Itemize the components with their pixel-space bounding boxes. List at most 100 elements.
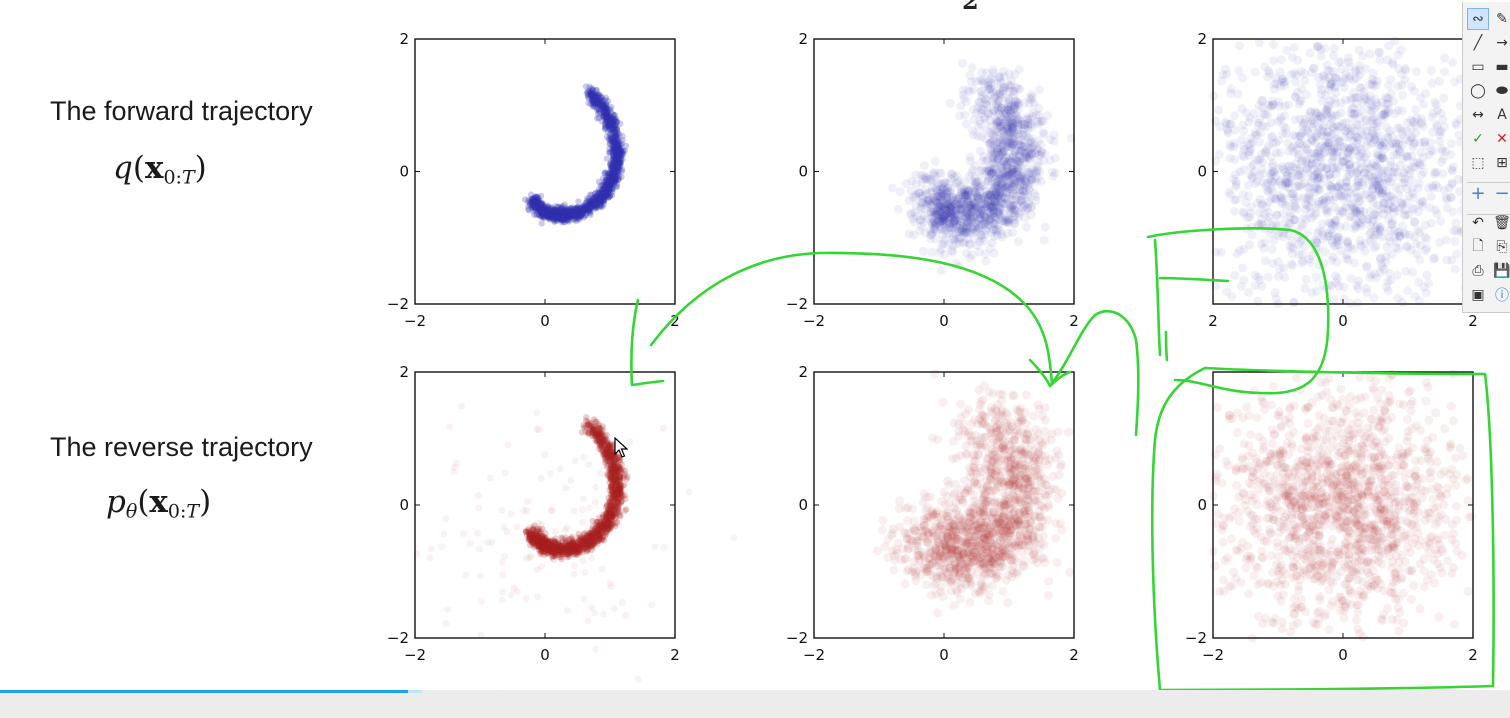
data-point: [562, 209, 569, 216]
data-point: [609, 146, 616, 153]
data-point: [1440, 53, 1450, 63]
data-point: [1351, 222, 1361, 232]
data-point: [1268, 259, 1278, 269]
data-point: [1441, 235, 1451, 245]
data-point: [594, 115, 601, 122]
data-point: [611, 126, 618, 133]
data-point: [987, 228, 997, 237]
data-point: [1039, 235, 1049, 245]
data-point: [540, 209, 547, 216]
data-point: [609, 167, 616, 174]
data-point: [998, 148, 1007, 158]
data-point: [545, 215, 553, 222]
data-point: [1362, 261, 1372, 271]
data-point: [544, 206, 552, 214]
data-point: [1007, 123, 1017, 133]
data-point: [567, 213, 575, 220]
data-point: [1280, 272, 1290, 282]
data-point: [1370, 269, 1380, 279]
data-point: [1284, 146, 1294, 156]
data-point: [965, 152, 975, 162]
data-point: [555, 211, 563, 219]
data-point: [602, 94, 610, 102]
data-point: [1291, 159, 1301, 169]
data-point: [606, 173, 613, 181]
data-point: [1302, 193, 1312, 203]
data-point: [588, 198, 595, 205]
data-point: [1349, 87, 1359, 97]
data-point: [596, 195, 603, 203]
data-point: [1317, 130, 1327, 140]
data-point: [1446, 192, 1456, 202]
data-point: [538, 210, 545, 217]
data-point: [1220, 64, 1230, 74]
data-point: [1351, 188, 1361, 197]
data-point: [1250, 270, 1260, 280]
data-point: [539, 205, 547, 212]
data-point: [1021, 222, 1031, 232]
data-point: [1447, 139, 1456, 149]
data-point: [901, 179, 911, 189]
data-point: [1239, 275, 1249, 285]
data-point: [1422, 270, 1432, 280]
x-tick-label: −2: [404, 312, 426, 330]
data-point: [1229, 207, 1239, 216]
data-point: [1328, 77, 1337, 87]
data-point: [602, 192, 609, 200]
formula-sub-end: T: [181, 166, 195, 189]
data-point: [556, 209, 563, 216]
data-point: [605, 173, 613, 181]
plot-frame: [414, 38, 676, 305]
data-point: [602, 110, 610, 118]
data-point: [986, 83, 996, 93]
data-point: [612, 133, 619, 140]
data-point: [612, 157, 619, 164]
data-point: [589, 96, 596, 103]
data-point: [1288, 193, 1298, 203]
data-point: [1024, 197, 1034, 207]
data-point: [574, 208, 581, 216]
data-point: [1422, 244, 1432, 253]
data-point: [586, 197, 594, 204]
data-point: [612, 176, 619, 183]
data-point: [1338, 151, 1348, 160]
data-point: [610, 125, 617, 132]
data-point: [615, 160, 623, 167]
data-point: [1336, 64, 1346, 74]
data-point: [1365, 49, 1375, 59]
data-point: [597, 193, 604, 200]
data-point: [977, 87, 986, 97]
data-point: [1411, 105, 1421, 115]
data-point: [530, 198, 537, 206]
data-point: [541, 204, 548, 211]
data-point: [612, 163, 619, 171]
data-point: [1388, 57, 1398, 67]
scatter-panel-forward-tmid: −2 0 2−202: [786, 30, 1079, 330]
data-point: [930, 156, 940, 166]
data-point: [989, 248, 999, 258]
data-point: [532, 193, 539, 201]
data-point: [586, 200, 593, 207]
data-point: [1322, 163, 1332, 173]
data-point: [551, 209, 558, 216]
data-point: [551, 211, 558, 219]
data-point: [1375, 55, 1385, 65]
x-tick-label: 0: [540, 312, 550, 330]
data-point: [583, 90, 591, 97]
data-point: [539, 206, 546, 214]
data-point: [936, 265, 946, 275]
data-point: [933, 198, 943, 208]
data-point: [611, 128, 618, 135]
data-point: [1293, 55, 1303, 65]
data-point: [544, 205, 552, 212]
data-point: [1355, 196, 1365, 206]
data-point: [1387, 219, 1397, 229]
data-point: [1031, 177, 1041, 187]
data-point: [1426, 65, 1436, 75]
data-point: [1358, 215, 1368, 224]
data-point: [1025, 93, 1035, 103]
data-point: [1331, 233, 1341, 243]
data-point: [1034, 136, 1044, 145]
data-point: [963, 218, 973, 227]
data-point: [1214, 149, 1224, 159]
